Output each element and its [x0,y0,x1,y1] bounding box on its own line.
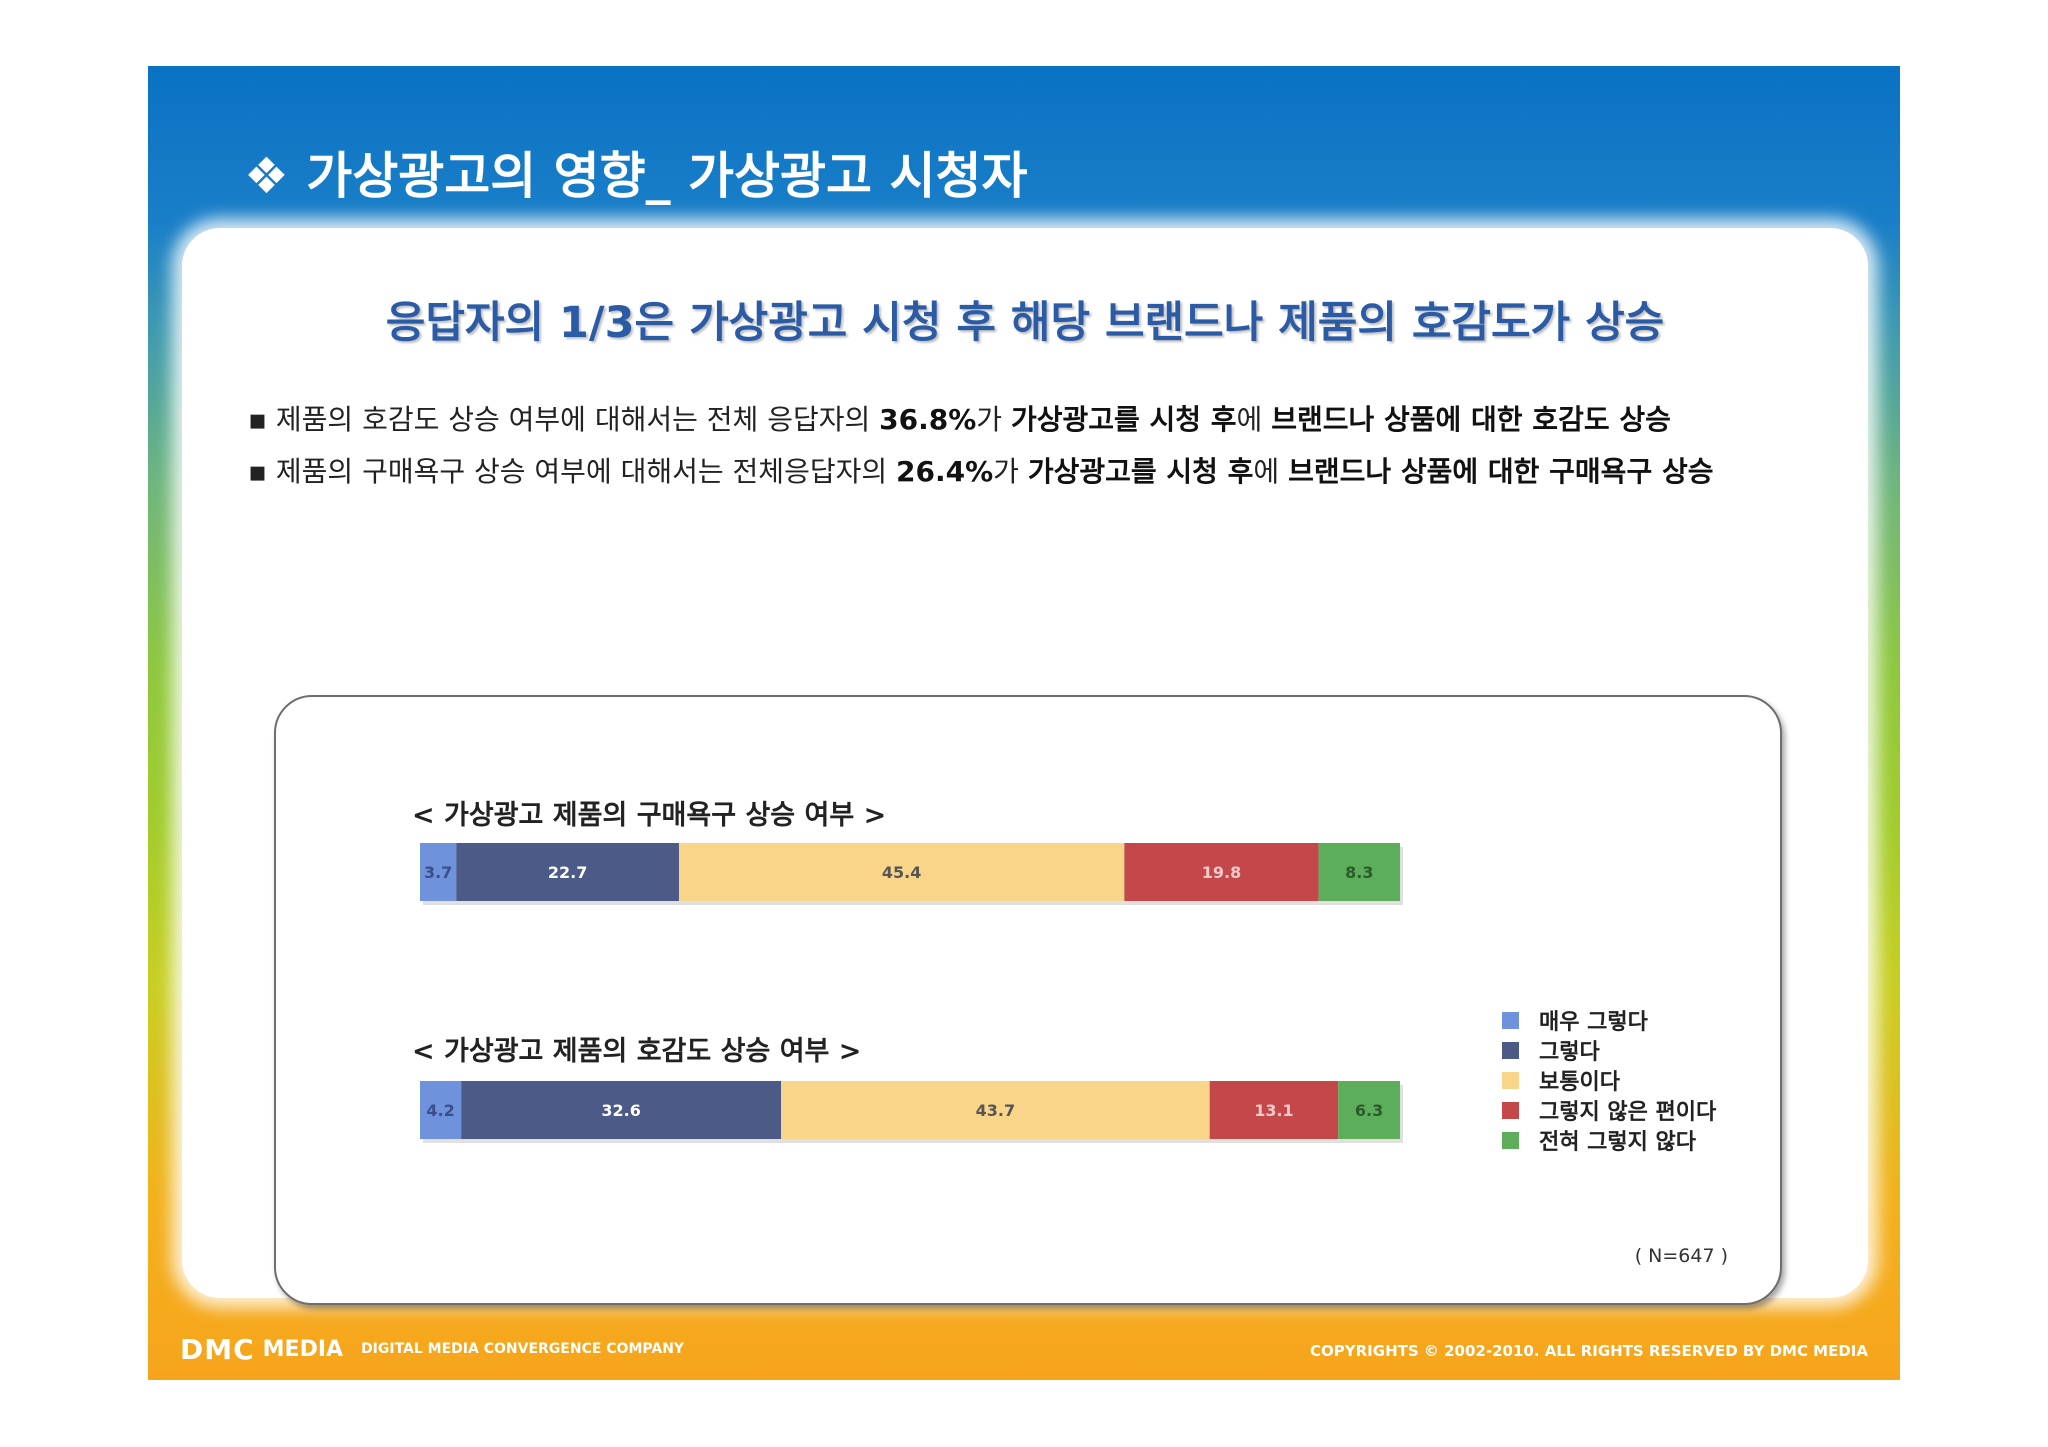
legend-label: 매우 그렇다 [1539,1010,1648,1035]
legend-item: 전혀 그렇지 않다 [1502,1125,1716,1155]
bar-segment [420,843,457,901]
legend-item: 그렇다 [1502,1035,1716,1065]
logo-tagline: DIGITAL MEDIA CONVERGENCE COMPANY [361,1341,685,1357]
bullet-text: 제품의 구매욕구 상승 여부에 대해서는 전체응답자의 [266,455,897,488]
bar-value-label: 4.2 [426,1101,454,1120]
bar-value-label: 3.7 [424,863,452,882]
bar-segment [1209,1081,1339,1139]
bar-segment [456,843,679,901]
legend-label: 전혀 그렇지 않다 [1539,1130,1696,1155]
bar-value-label: 32.6 [601,1101,640,1120]
legend-swatch [1502,1011,1519,1029]
bullet-item: ▪ 제품의 구매욕구 상승 여부에 대해서는 전체응답자의 26.4%가 가상광… [248,450,1713,490]
bullet-text: 제품의 호감도 상승 여부에 대해서는 전체 응답자의 [266,403,880,436]
bar-segment [461,1081,782,1139]
legend-label: 그렇지 않은 편이다 [1539,1100,1717,1125]
bar-segment [1124,843,1319,901]
bullet-text: 에 [1236,403,1272,436]
legend-swatch [1502,1071,1519,1089]
bar-value-label: 6.3 [1355,1101,1383,1120]
slide: ❖ 가상광고의 영향_ 가상광고 시청자 응답자의 1/3은 가상광고 시청 후… [148,66,1900,1380]
legend-item: 그렇지 않은 편이다 [1502,1095,1716,1125]
bar-segment [1318,843,1400,901]
bullet-emphasis: 가상광고를 시청 후 [1010,403,1237,436]
bullet-marker: ▪ [248,455,267,488]
bullet-percent: 36.8% [879,403,977,436]
bar-value-label: 22.7 [548,863,587,882]
footer-logo: DMC MEDIA DIGITAL MEDIA CONVERGENCE COMP… [180,1332,685,1366]
bullet-emphasis: 브랜드나 상품에 대한 구매욕구 상승 [1288,455,1714,488]
bullet-percent: 26.4% [896,455,994,488]
legend-swatch [1502,1041,1519,1059]
stacked-bar-favorability: 4.2 32.6 43.7 13.1 6.3 [420,1081,1403,1143]
legend-item: 매우 그렇다 [1502,1005,1716,1035]
bar-value-label: 43.7 [976,1101,1015,1120]
footer-copyright: COPYRIGHTS © 2002-2010. ALL RIGHTS RESER… [1310,1342,1868,1360]
legend-label: 그렇다 [1539,1040,1600,1065]
bullet-text: 에 [1253,455,1289,488]
bar-segment [1338,1081,1400,1139]
chart-title-favorability: < 가상광고 제품의 호감도 상승 여부 > [412,1036,862,1067]
bar-value-label: 8.3 [1345,863,1373,882]
bullet-text: 가 [993,455,1028,488]
bullet-emphasis: 브랜드나 상품에 대한 호감도 상승 [1271,403,1671,436]
slide-title: ❖ 가상광고의 영향_ 가상광고 시청자 [244,147,1028,205]
chart-legend: 매우 그렇다 그렇다 보통이다 그렇지 않은 편이다 전혀 그렇지 않다 [1502,1005,1716,1155]
bar-value-label: 45.4 [882,863,921,882]
logo-media: MEDIA [262,1336,344,1362]
bullet-marker: ▪ [248,403,267,436]
chart-title-purchase: < 가상광고 제품의 구매욕구 상승 여부 > [412,800,887,831]
stacked-bar-purchase: 3.7 22.7 45.4 19.8 8.3 [420,843,1403,905]
logo-dmc: DMC [180,1332,255,1366]
bar-segment [781,1081,1210,1139]
content-card: 응답자의 1/3은 가상광고 시청 후 해당 브랜드나 제품의 호감도가 상승 … [182,228,1868,1305]
bullet-item: ▪ 제품의 호감도 상승 여부에 대해서는 전체 응답자의 36.8%가 가상광… [248,398,1671,438]
bar-value-label: 19.8 [1202,863,1241,882]
bar-segment [678,843,1125,901]
legend-item: 보통이다 [1502,1065,1716,1095]
bullet-emphasis: 가상광고를 시청 후 [1027,455,1254,488]
chart-panel: < 가상광고 제품의 구매욕구 상승 여부 > 3.7 22.7 45.4 19.8 8… [274,695,1782,1305]
sample-size-note: ( N=647 ) [1634,1245,1728,1267]
bullet-text: 가 [976,403,1011,436]
legend-label: 보통이다 [1539,1070,1620,1095]
legend-swatch [1502,1101,1519,1119]
headline: 응답자의 1/3은 가상광고 시청 후 해당 브랜드나 제품의 호감도가 상승 [385,298,1665,348]
bar-value-label: 13.1 [1254,1101,1293,1120]
bar-segment [420,1081,462,1139]
legend-swatch [1502,1131,1519,1149]
